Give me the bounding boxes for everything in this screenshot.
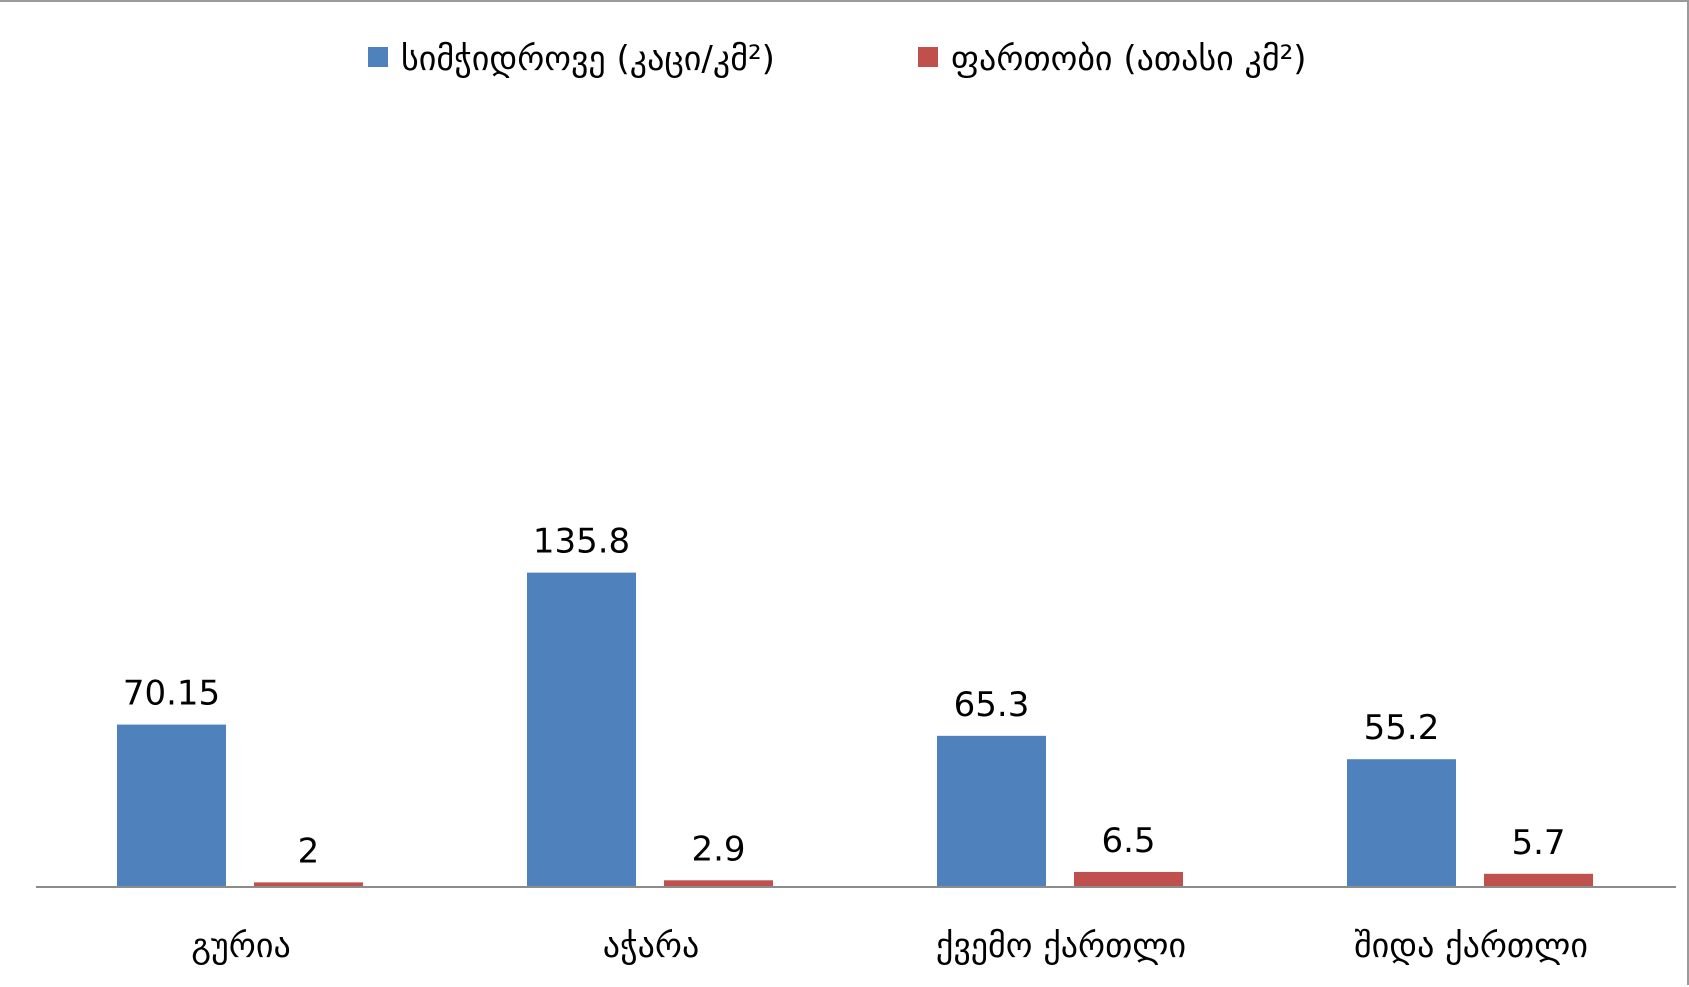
data-label-s2-3: 6.5	[1101, 821, 1155, 861]
data-label-s2-4: 5.7	[1511, 823, 1565, 863]
bar-s1-3	[937, 735, 1046, 887]
bar-s1-1	[117, 724, 226, 887]
data-label-s1-2: 135.8	[533, 522, 630, 562]
data-label-s2-1: 2	[298, 831, 320, 871]
bar-s2-2	[664, 880, 773, 887]
legend: სიმჭიდროვე (კაცი/კმ²) ფართობი (ათასი კმ²)	[368, 39, 1307, 79]
legend-label-1: სიმჭიდროვე (კაცი/კმ²)	[401, 39, 775, 79]
data-label-s1-1: 70.15	[123, 674, 220, 714]
legend-swatch-1	[368, 47, 388, 67]
bar-s1-4	[1347, 759, 1456, 887]
legend-label-2: ფართობი (ათასი კმ²)	[951, 39, 1307, 79]
bar-s1-2	[527, 572, 636, 887]
data-label-s1-4: 55.2	[1364, 708, 1440, 748]
category-label-3: ქვემო ქართლი	[936, 926, 1186, 966]
bar-s2-1	[254, 882, 363, 887]
data-label-s2-2: 2.9	[691, 829, 745, 869]
category-label-1: გურია	[191, 926, 290, 966]
data-labels: 70.15 2 135.8 2.9 65.3 6.5 55.2 5.7	[123, 522, 1566, 872]
bar-s2-4	[1484, 873, 1593, 887]
category-labels: გურია აჭარა ქვემო ქართლი შიდა ქართლი	[191, 926, 1588, 966]
data-label-s1-3: 65.3	[954, 685, 1030, 725]
bars	[117, 572, 1593, 887]
category-label-4: შიდა ქართლი	[1354, 926, 1588, 966]
bar-s2-3	[1074, 871, 1183, 887]
category-label-2: აჭარა	[603, 926, 700, 966]
legend-swatch-2	[918, 47, 938, 67]
